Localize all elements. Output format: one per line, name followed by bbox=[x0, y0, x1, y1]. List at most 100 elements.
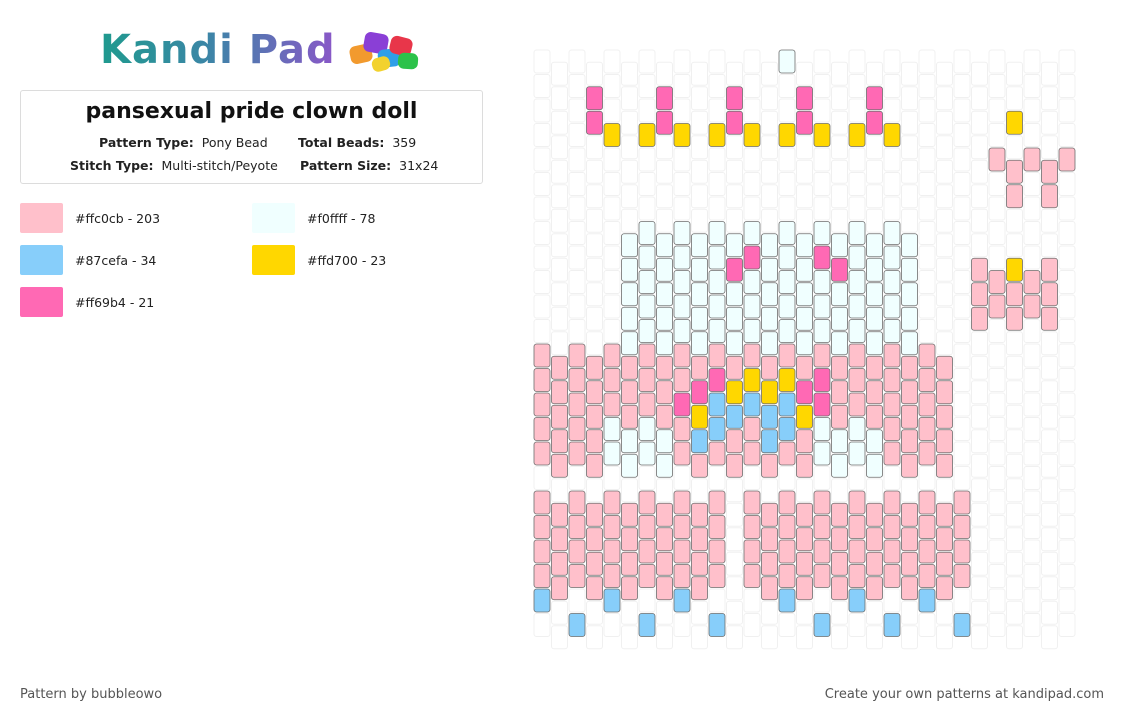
bead bbox=[831, 257, 848, 282]
empty-bead-slot bbox=[551, 208, 568, 233]
bead bbox=[708, 343, 726, 368]
bead bbox=[586, 576, 603, 601]
bead bbox=[901, 257, 918, 282]
empty-bead-slot bbox=[1006, 404, 1023, 429]
bead bbox=[918, 588, 936, 613]
total-beads: Total Beads: 359 bbox=[298, 135, 416, 150]
bead bbox=[673, 270, 691, 294]
empty-bead-slot bbox=[971, 380, 988, 405]
legend-item: #ffc0cb - 203 bbox=[20, 203, 160, 233]
bead bbox=[1041, 282, 1058, 307]
bead bbox=[831, 355, 848, 380]
empty-bead-slot bbox=[743, 466, 761, 490]
bead bbox=[621, 233, 638, 258]
bead bbox=[1058, 147, 1076, 172]
empty-bead-slot bbox=[901, 110, 918, 135]
empty-bead-slot bbox=[848, 49, 866, 74]
bead bbox=[533, 515, 551, 539]
bead bbox=[1006, 257, 1023, 282]
empty-bead-slot bbox=[1041, 110, 1058, 135]
bead bbox=[1041, 257, 1058, 282]
empty-bead-slot bbox=[1058, 74, 1076, 98]
empty-bead-slot bbox=[883, 172, 901, 196]
bead bbox=[848, 123, 866, 147]
bead bbox=[813, 368, 831, 392]
bead bbox=[1006, 306, 1023, 331]
bead bbox=[778, 368, 796, 392]
bead bbox=[831, 282, 848, 307]
empty-bead-slot bbox=[708, 196, 726, 221]
color-swatch bbox=[252, 245, 295, 275]
bead bbox=[621, 502, 638, 527]
empty-bead-slot bbox=[743, 196, 761, 221]
empty-bead-slot bbox=[656, 184, 673, 209]
bead bbox=[778, 221, 796, 245]
bead bbox=[656, 576, 673, 601]
bead bbox=[673, 368, 691, 392]
bead bbox=[726, 233, 743, 258]
empty-bead-slot bbox=[691, 600, 708, 625]
bead bbox=[533, 564, 551, 588]
bead bbox=[813, 319, 831, 343]
empty-bead-slot bbox=[551, 600, 568, 625]
empty-bead-slot bbox=[1058, 270, 1076, 294]
bead bbox=[901, 453, 918, 478]
empty-bead-slot bbox=[586, 184, 603, 209]
bead bbox=[831, 233, 848, 258]
empty-bead-slot bbox=[533, 294, 551, 319]
empty-bead-slot bbox=[866, 184, 883, 209]
empty-bead-slot bbox=[568, 74, 586, 98]
bead bbox=[848, 564, 866, 588]
bead bbox=[656, 233, 673, 258]
empty-bead-slot bbox=[918, 319, 936, 343]
bead bbox=[953, 490, 971, 515]
empty-bead-slot bbox=[656, 208, 673, 233]
empty-bead-slot bbox=[1058, 49, 1076, 74]
bead bbox=[866, 380, 883, 405]
empty-bead-slot bbox=[603, 221, 621, 245]
empty-bead-slot bbox=[743, 49, 761, 74]
bead bbox=[673, 221, 691, 245]
bead bbox=[883, 221, 901, 245]
empty-bead-slot bbox=[971, 233, 988, 258]
empty-bead-slot bbox=[761, 110, 778, 135]
empty-bead-slot bbox=[1041, 355, 1058, 380]
kandipad-link[interactable]: Create your own patterns at kandipad.com bbox=[824, 687, 1104, 702]
bead bbox=[848, 221, 866, 245]
empty-bead-slot bbox=[901, 208, 918, 233]
bead bbox=[761, 233, 778, 258]
empty-bead-slot bbox=[621, 86, 638, 111]
bead bbox=[708, 123, 726, 147]
empty-bead-slot bbox=[971, 208, 988, 233]
empty-bead-slot bbox=[1058, 172, 1076, 196]
kandipad-logo[interactable]: Kandi Pad bbox=[100, 26, 420, 74]
bead bbox=[621, 527, 638, 552]
bead bbox=[743, 368, 761, 392]
bead bbox=[691, 429, 708, 454]
empty-bead-slot bbox=[988, 417, 1006, 441]
bead bbox=[656, 282, 673, 307]
empty-bead-slot bbox=[726, 159, 743, 184]
bead bbox=[708, 245, 726, 270]
empty-bead-slot bbox=[568, 98, 586, 123]
empty-bead-slot bbox=[761, 478, 778, 503]
empty-bead-slot bbox=[656, 61, 673, 86]
empty-bead-slot bbox=[1041, 331, 1058, 356]
empty-bead-slot bbox=[1058, 196, 1076, 221]
pattern-title: pansexual pride clown doll bbox=[85, 99, 418, 124]
empty-bead-slot bbox=[1023, 196, 1041, 221]
empty-bead-slot bbox=[533, 98, 551, 123]
empty-bead-slot bbox=[971, 331, 988, 356]
empty-bead-slot bbox=[673, 613, 691, 637]
bead bbox=[743, 245, 761, 270]
bead bbox=[533, 490, 551, 515]
empty-bead-slot bbox=[1058, 343, 1076, 368]
empty-bead-slot bbox=[603, 172, 621, 196]
bead bbox=[603, 343, 621, 368]
empty-bead-slot bbox=[1023, 74, 1041, 98]
empty-bead-slot bbox=[971, 576, 988, 601]
empty-bead-slot bbox=[1023, 221, 1041, 245]
empty-bead-slot bbox=[726, 208, 743, 233]
legend-item: #f0ffff - 78 bbox=[252, 203, 375, 233]
bead bbox=[656, 404, 673, 429]
